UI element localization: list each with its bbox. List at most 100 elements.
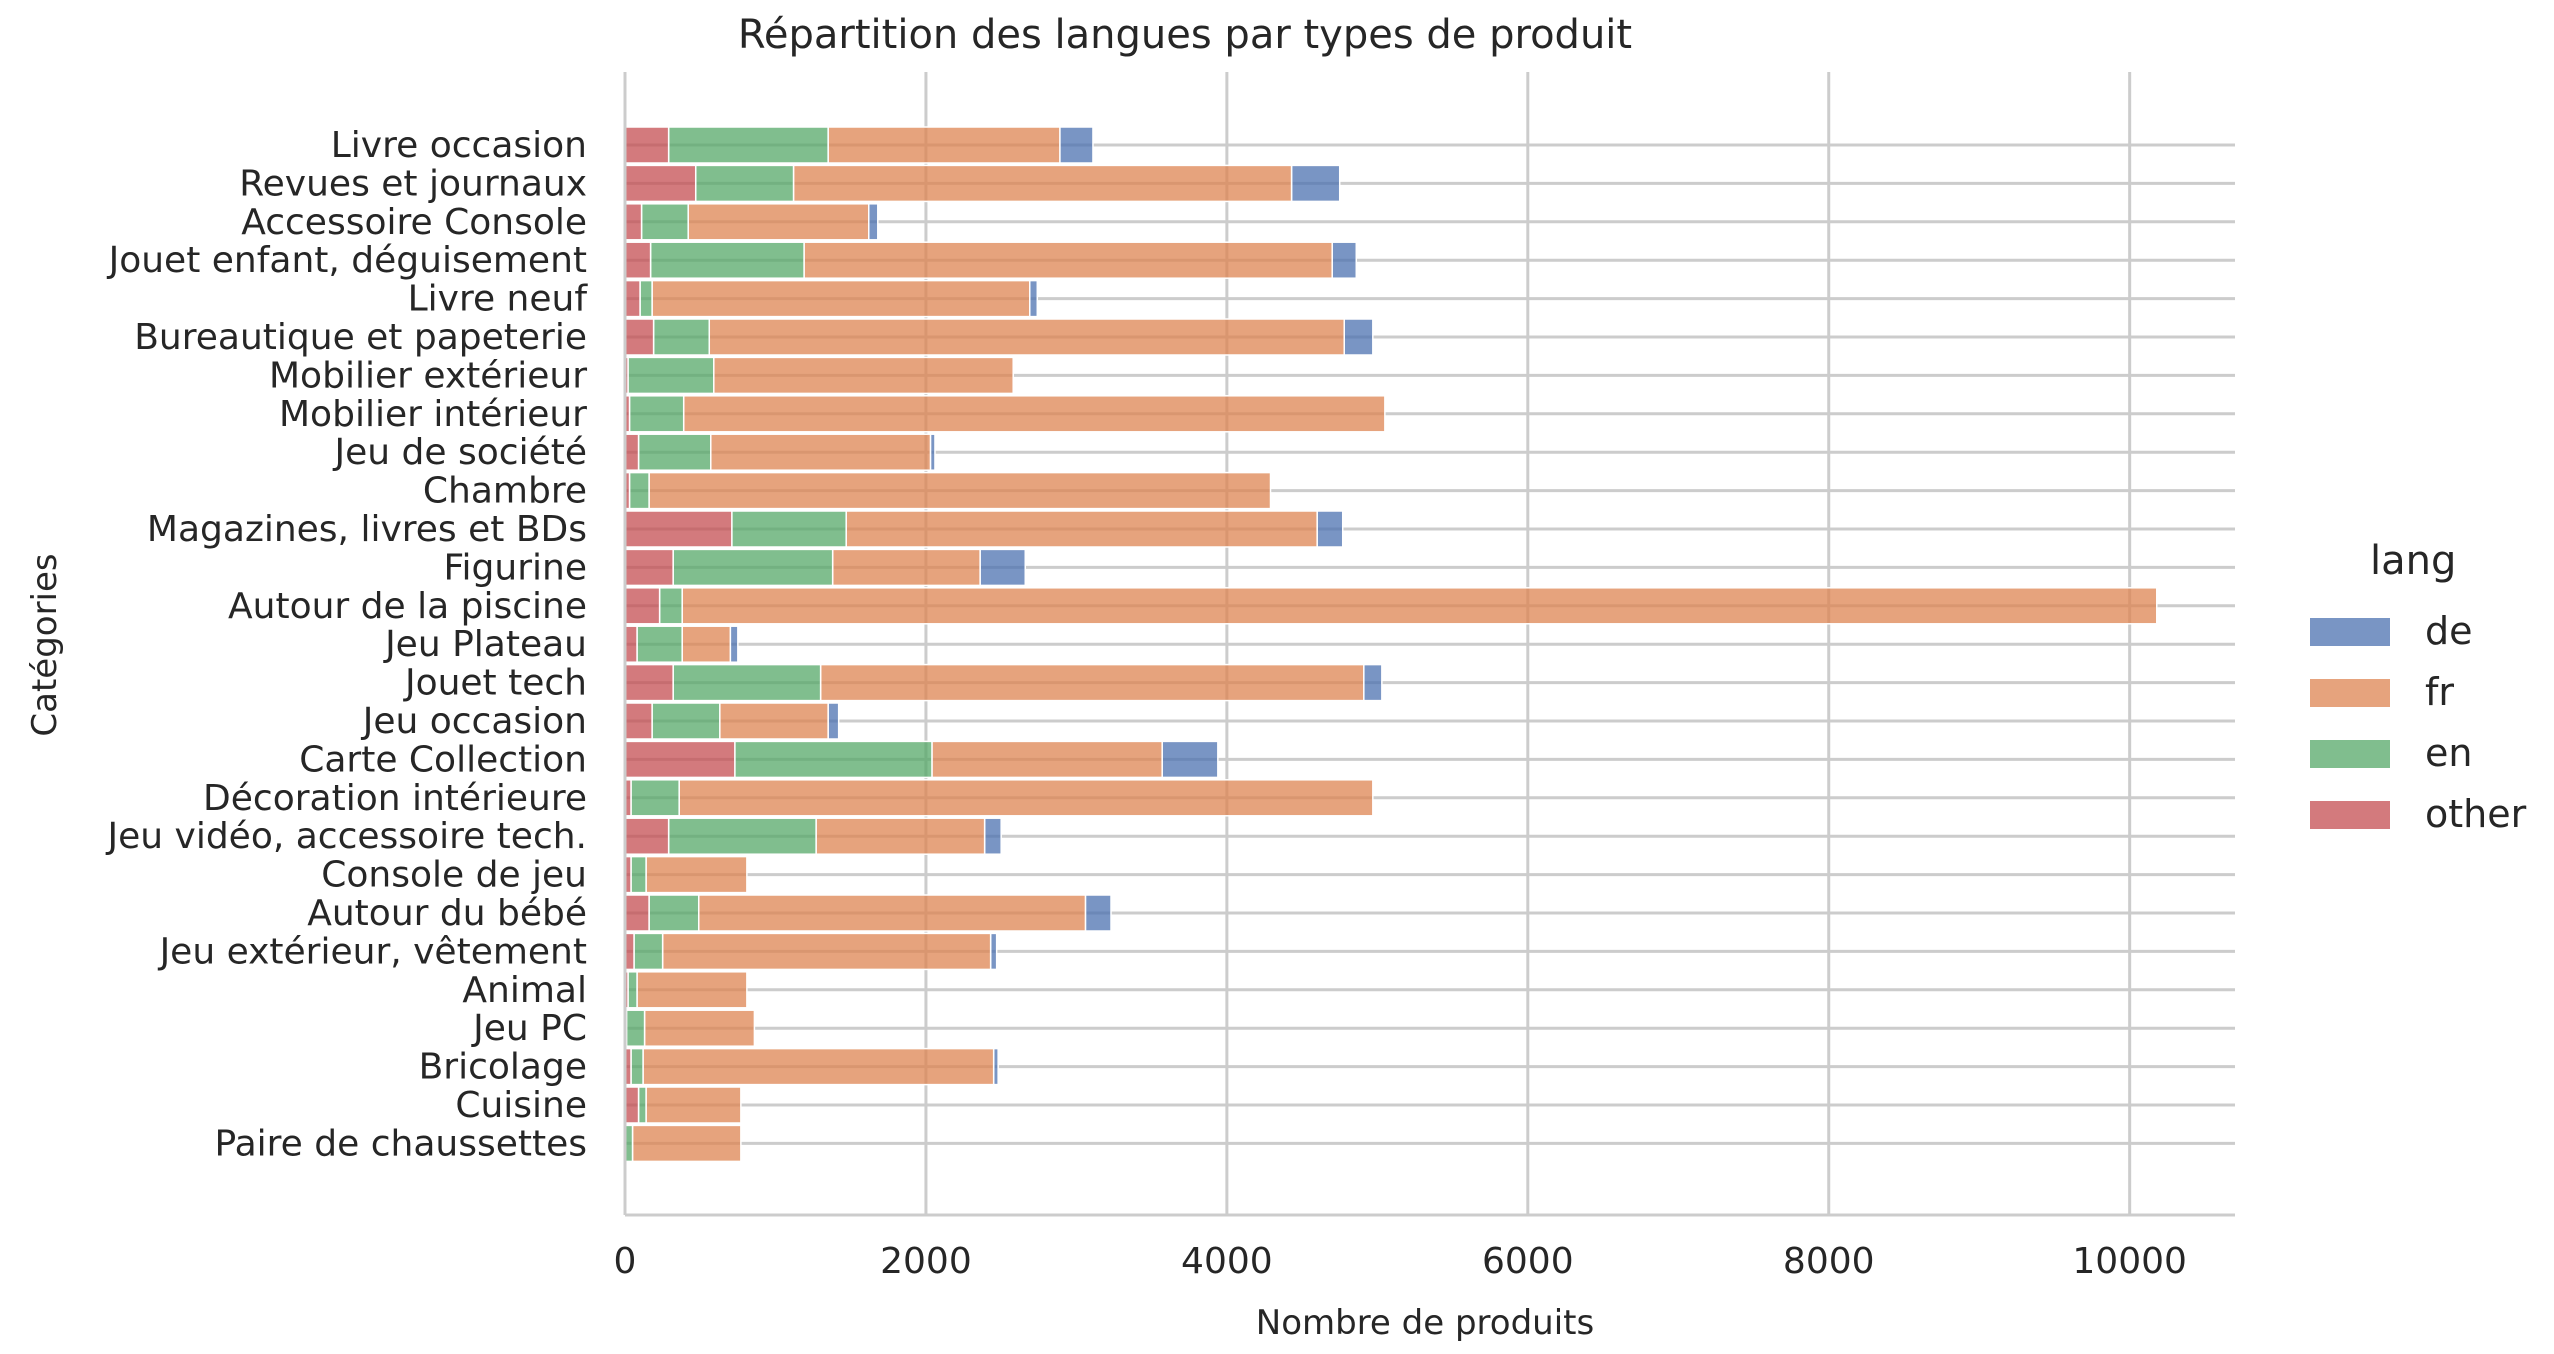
bar-en (630, 1047, 644, 1086)
legend-label-other: other (2425, 792, 2527, 836)
bar-en (637, 433, 712, 471)
bar-fr (648, 471, 1272, 510)
bar-en (639, 279, 653, 318)
bar-de (1161, 740, 1219, 779)
category-label: Jouet tech (403, 663, 587, 704)
bar-fr (645, 1086, 742, 1124)
bar-fr (819, 663, 1365, 702)
bar-en (627, 971, 638, 1009)
category-label: Livre neuf (408, 279, 589, 320)
bar-other (624, 1086, 640, 1124)
bar-de (1029, 279, 1039, 318)
bar-other (624, 164, 697, 203)
bar-en (649, 241, 805, 279)
category-label: Mobilier intérieur (279, 394, 587, 435)
bar-en (731, 510, 847, 548)
bar-de (868, 203, 879, 241)
bar-other (624, 817, 670, 855)
bar-other (624, 126, 670, 164)
category-label: Jeu extérieur, vêtement (158, 931, 587, 972)
bar-en (637, 1086, 647, 1124)
category-label: Console de jeu (321, 855, 587, 896)
legend-swatch-other (2310, 801, 2390, 829)
bar-en (627, 356, 715, 395)
bar-en (672, 548, 834, 587)
bar-en (648, 894, 700, 932)
bar-en (633, 932, 664, 971)
bar-de (827, 702, 840, 740)
bar-other (624, 318, 655, 356)
bar-fr (643, 1009, 756, 1047)
bar-fr (815, 817, 986, 855)
bar-fr (681, 587, 2158, 625)
legend-label-en: en (2425, 731, 2472, 775)
axes: 0 2000 4000 6000 8000 10000 Livre occasionRevu… (106, 72, 2235, 1282)
bar-en (694, 164, 795, 203)
bar-de (1331, 241, 1358, 279)
legend-label-fr: fr (2425, 670, 2454, 714)
bar-fr (645, 855, 748, 894)
bar-en (658, 587, 683, 625)
bar-other (624, 548, 674, 587)
bar-fr (708, 318, 1345, 356)
bar-en (672, 663, 822, 702)
category-label: Magazines, livres et BDs (147, 509, 587, 550)
x-tick-label: 2000 (880, 1241, 972, 1282)
bar-other (624, 740, 736, 779)
legend-title: lang (2370, 538, 2456, 584)
bar-en (667, 817, 817, 855)
bar-de (1084, 894, 1112, 932)
bar-fr (687, 203, 870, 241)
bar-en (628, 395, 685, 433)
bar-fr (931, 740, 1163, 779)
bar-en (734, 740, 933, 779)
bar-de (1316, 510, 1344, 548)
x-tick-label: 6000 (1482, 1241, 1574, 1282)
bar-en (651, 702, 721, 740)
category-label: Accessoire Console (241, 202, 587, 243)
y-axis-title: Catégories (25, 553, 65, 736)
bar-en (630, 779, 680, 817)
category-label: Bricolage (419, 1047, 587, 1088)
bar-other (624, 510, 733, 548)
bar-en (636, 625, 683, 663)
category-label: Jeu PC (471, 1008, 587, 1049)
bar-de (1343, 318, 1374, 356)
legend: lang de fr en other (2310, 538, 2527, 836)
bar-de (979, 548, 1026, 587)
category-label: Paire de chaussettes (215, 1123, 587, 1164)
category-label: Jeu vidéo, accessoire tech. (106, 816, 588, 857)
bar-other (624, 279, 641, 318)
bar-other (624, 663, 674, 702)
bar-other (624, 587, 661, 625)
x-tick-label: 0 (614, 1241, 637, 1282)
legend-swatch-de (2310, 618, 2390, 646)
bar-fr (697, 894, 1087, 932)
bar-de (729, 625, 739, 663)
bar-fr (651, 279, 1031, 318)
bar-en (630, 855, 647, 894)
category-label: Cuisine (455, 1085, 587, 1126)
category-label: Jeu de société (333, 432, 587, 473)
bar-fr (631, 1124, 742, 1163)
bar-de (1059, 126, 1094, 164)
category-label: Décoration intérieure (203, 778, 587, 819)
bar-fr (710, 433, 932, 471)
category-label: Livre occasion (331, 125, 587, 166)
bar-en (652, 318, 711, 356)
category-label: Revues et journaux (239, 163, 587, 204)
bar-fr (661, 932, 992, 971)
legend-swatch-en (2310, 740, 2390, 768)
category-label: Chambre (423, 471, 587, 512)
bar-other (624, 702, 653, 740)
bar-de (983, 817, 1002, 855)
chart-title: Répartition des langues par types de pro… (738, 12, 1632, 58)
bars (624, 126, 2158, 1163)
bar-fr (678, 779, 1374, 817)
bar-en (625, 1009, 646, 1047)
bar-fr (682, 395, 1386, 433)
bar-fr (831, 548, 981, 587)
bar-fr (713, 356, 1014, 395)
x-axis-title: Nombre de produits (1256, 1303, 1594, 1343)
